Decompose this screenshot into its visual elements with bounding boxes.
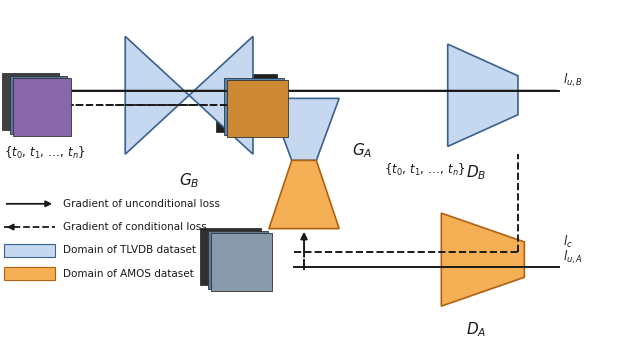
Text: Gradient of unconditional loss: Gradient of unconditional loss [63,199,220,209]
Polygon shape [269,98,339,161]
Text: $l_{u,B}$: $l_{u,B}$ [563,72,582,89]
Bar [2,73,60,130]
Text: $D_A$: $D_A$ [467,320,486,338]
Polygon shape [442,213,524,306]
Bar [227,80,288,137]
Bar [10,76,67,134]
Text: $D_B$: $D_B$ [467,164,486,182]
Text: Gradient of conditional loss: Gradient of conditional loss [63,222,206,232]
Polygon shape [269,161,339,228]
Polygon shape [125,37,189,154]
Text: $l_{u,A}$: $l_{u,A}$ [563,248,582,266]
Bar [200,228,260,285]
Bar [13,78,71,136]
Bar [4,267,55,280]
Polygon shape [448,44,518,146]
Text: $G_A$: $G_A$ [352,142,372,161]
Bar [216,74,276,131]
Text: Domain of AMOS dataset: Domain of AMOS dataset [63,269,193,279]
Text: $G_B$: $G_B$ [179,171,199,190]
Polygon shape [189,37,253,154]
Text: $l_c$: $l_c$ [563,234,572,250]
Bar [207,232,268,289]
Text: $\{t_0,\, t_1,\, \ldots,\, t_n\}$: $\{t_0,\, t_1,\, \ldots,\, t_n\}$ [4,145,86,161]
Bar [4,244,55,257]
Bar [223,78,284,135]
Text: $\{t_0,\, t_1,\, \ldots,\, t_n\}$: $\{t_0,\, t_1,\, \ldots,\, t_n\}$ [384,162,465,178]
Text: Domain of TLVDB dataset: Domain of TLVDB dataset [63,245,196,255]
Bar [211,233,272,291]
